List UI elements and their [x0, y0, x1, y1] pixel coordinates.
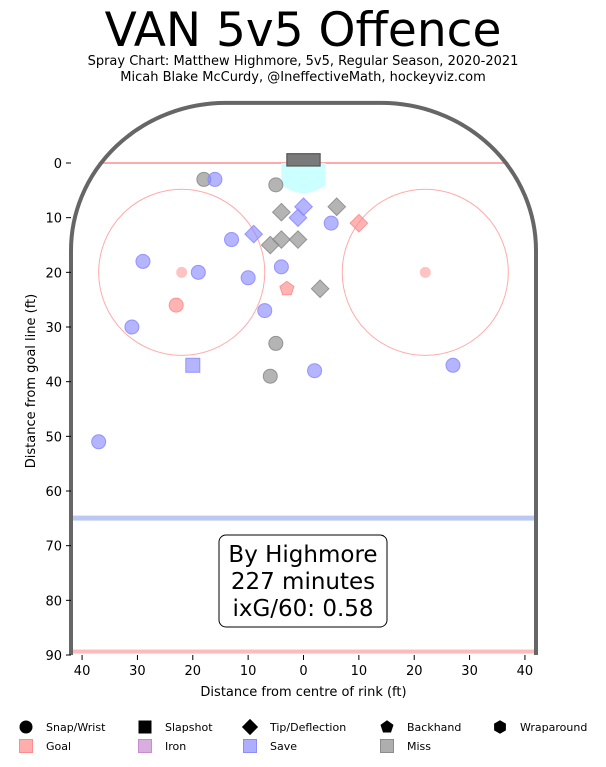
y-tick-label: 40	[45, 376, 62, 391]
annotation-line: 227 minutes	[231, 569, 375, 595]
shot-point	[207, 171, 223, 187]
y-tick-label: 50	[45, 430, 62, 445]
chart-subtitle: Spray Chart: Matthew Highmore, 5v5, Regu…	[0, 54, 606, 86]
y-tick-label: 80	[45, 594, 62, 609]
goal-crease	[281, 163, 326, 194]
shot-point	[168, 297, 184, 313]
chart-title: VAN 5v5 Offence	[104, 3, 502, 58]
annotation-frame	[218, 534, 388, 628]
legend-label: Iron	[165, 740, 186, 753]
x-tick-label: 10	[351, 664, 368, 679]
shot-point	[262, 368, 278, 384]
centre-line	[71, 649, 536, 654]
y-tick-label: 60	[45, 485, 62, 500]
shot-point	[307, 363, 323, 379]
shot-point	[310, 279, 330, 299]
shot-point	[268, 177, 284, 193]
goal-net	[286, 153, 321, 167]
shot-point	[349, 213, 369, 233]
legend-label: Snap/Wrist	[46, 721, 106, 734]
blue-line	[71, 515, 536, 521]
faceoff-dot-right	[419, 266, 431, 278]
y-tick-label: 10	[45, 212, 62, 227]
shot-point	[294, 197, 314, 217]
legend-marker	[19, 720, 33, 734]
y-axis-label: Distance from goal line (ft)	[24, 294, 39, 468]
shot-point	[257, 303, 273, 319]
x-axis-label: Distance from centre of rink (ft)	[200, 685, 406, 700]
legend-label: Tip/Deflection	[269, 721, 346, 734]
shot-point	[91, 434, 107, 450]
annotation-line: By Highmore	[228, 542, 377, 568]
faceoff-dot-left	[176, 266, 188, 278]
y-tick-label: 70	[45, 540, 62, 555]
shot-point	[271, 230, 291, 250]
x-tick-label: 30	[129, 664, 146, 679]
shot-point	[268, 335, 284, 351]
shot-point	[445, 357, 461, 373]
shot-point	[323, 215, 339, 231]
x-tick-label: 40	[74, 664, 91, 679]
legend-swatch	[380, 739, 394, 753]
legend-label: Goal	[46, 740, 71, 753]
shot-point	[224, 232, 240, 248]
legend-label: Backhand	[407, 721, 461, 734]
y-tick-label: 20	[45, 266, 62, 281]
x-tick-label: 10	[240, 664, 257, 679]
shot-marks	[91, 171, 461, 450]
legend: Snap/Wrist Slapshot Tip/Deflection Backhand…	[19, 718, 587, 753]
legend-label: Miss	[407, 740, 431, 753]
x-tick-label: 0	[299, 664, 307, 679]
subtitle-line-2: Micah Blake McCurdy, @IneffectiveMath, h…	[120, 70, 486, 85]
y-tick-label: 90	[45, 649, 62, 664]
shot-point	[240, 270, 256, 286]
shot-point	[271, 202, 291, 222]
shot-point	[124, 319, 140, 335]
legend-label: Slapshot	[165, 721, 213, 734]
shot-point	[135, 253, 151, 269]
x-tick-label: 30	[461, 664, 478, 679]
shot-point	[244, 224, 264, 244]
legend-label: Wraparound	[520, 721, 587, 734]
x-tick-label: 20	[406, 664, 423, 679]
shot-point	[327, 197, 347, 217]
faceoff-circle-left	[98, 188, 266, 356]
legend-label: Save	[270, 740, 297, 753]
shot-point	[190, 264, 206, 280]
shot-point	[185, 357, 201, 373]
faceoff-circle-right	[341, 188, 509, 356]
shot-point	[273, 259, 289, 275]
rink-layer	[69, 100, 538, 655]
shot-point	[288, 230, 308, 250]
x-tick-label: 40	[517, 664, 534, 679]
y-tick-label: 0	[54, 157, 62, 172]
rink-boards	[69, 100, 538, 655]
legend-marker	[494, 720, 506, 734]
axes-layer: 40 30 20 10 0 10 20 30 40 0 10 20 30 40 50 60 70 80 90 Dist…	[24, 157, 533, 700]
legend-swatch	[138, 739, 152, 753]
legend-marker	[241, 718, 259, 736]
legend-marker	[380, 720, 394, 733]
legend-swatch	[19, 739, 33, 753]
x-tick-label: 20	[185, 664, 202, 679]
legend-marker	[138, 720, 152, 734]
shot-point	[279, 280, 295, 296]
annotation-line: ixG/60: 0.58	[232, 596, 373, 622]
subtitle-line-1: Spray Chart: Matthew Highmore, 5v5, Regu…	[87, 54, 519, 69]
legend-swatch	[243, 739, 257, 753]
y-tick-label: 30	[45, 321, 62, 336]
